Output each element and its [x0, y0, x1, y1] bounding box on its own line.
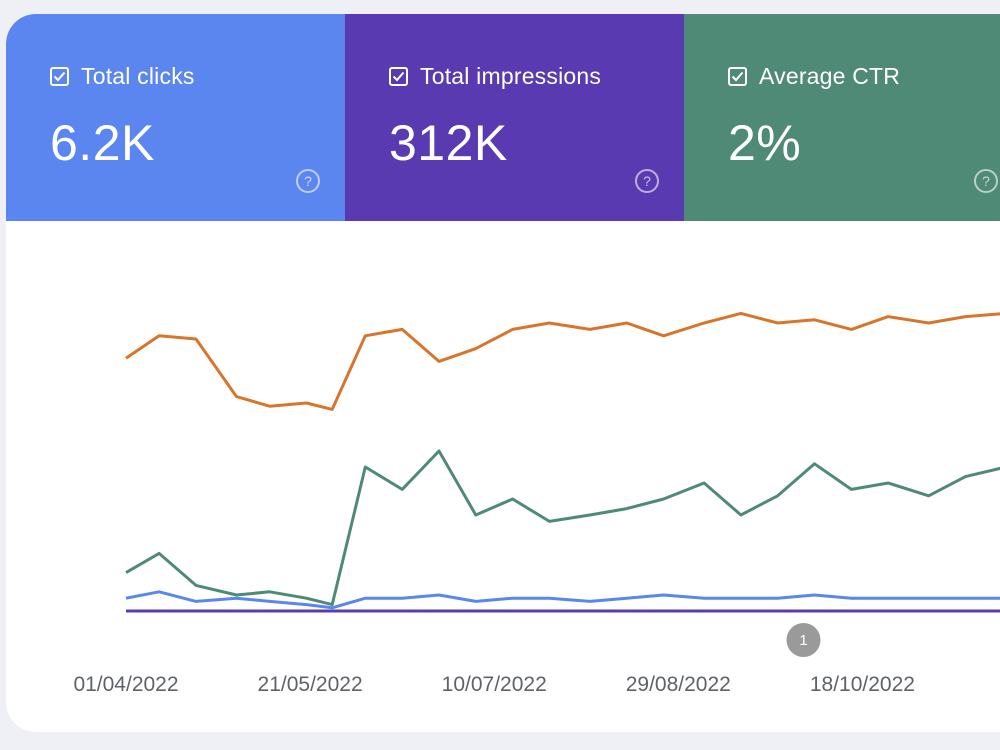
- metric-tiles: Total clicks 6.2K ? Total impressions 31…: [6, 14, 1000, 221]
- tile-header: Total impressions: [389, 63, 601, 90]
- svg-text:?: ?: [982, 173, 990, 189]
- checkbox-checked-icon[interactable]: [50, 67, 69, 86]
- performance-chart: 1 01/04/2022 21/05/2022 10/07/2022 29/08/202…: [6, 221, 1000, 732]
- metric-label: Total clicks: [81, 63, 195, 89]
- series-line-0: [125, 311, 1000, 411]
- performance-card: Total clicks 6.2K ? Total impressions 31…: [6, 14, 1000, 732]
- metric-value: 6.2K: [50, 115, 155, 171]
- x-tick-label: 01/04/2022: [73, 673, 178, 696]
- checkbox-checked-icon[interactable]: [728, 67, 747, 86]
- x-tick-label: 21/05/2022: [258, 673, 363, 696]
- metric-value: 312K: [389, 115, 508, 171]
- metric-tile-total-impressions[interactable]: Total impressions 312K ?: [345, 14, 684, 221]
- svg-text:?: ?: [643, 173, 651, 189]
- help-icon[interactable]: ?: [634, 168, 660, 194]
- help-icon[interactable]: ?: [295, 168, 321, 194]
- x-tick-label: 18/10/2022: [810, 673, 915, 696]
- tile-header: Total clicks: [50, 63, 195, 90]
- tile-header: Average CTR: [728, 63, 900, 90]
- help-icon[interactable]: ?: [973, 168, 999, 194]
- chart-canvas: 1 01/04/2022 21/05/2022 10/07/2022 29/08/202…: [73, 311, 1000, 696]
- x-tick-label: 10/07/2022: [442, 673, 547, 696]
- series-line-2: [125, 590, 1000, 610]
- metric-label: Total impressions: [420, 63, 602, 89]
- series-line-1: [125, 449, 1000, 607]
- svg-text:?: ?: [304, 173, 312, 189]
- metric-label: Average CTR: [759, 63, 901, 89]
- metric-tile-total-clicks[interactable]: Total clicks 6.2K ?: [6, 14, 345, 221]
- x-tick-label: 29/08/2022: [626, 673, 731, 696]
- annotation-marker[interactable]: [786, 623, 821, 657]
- annotation-label: 1: [799, 632, 807, 649]
- checkbox-checked-icon[interactable]: [389, 67, 408, 86]
- metric-value: 2%: [728, 115, 802, 171]
- metric-tile-average-ctr[interactable]: Average CTR 2% ?: [684, 14, 1000, 221]
